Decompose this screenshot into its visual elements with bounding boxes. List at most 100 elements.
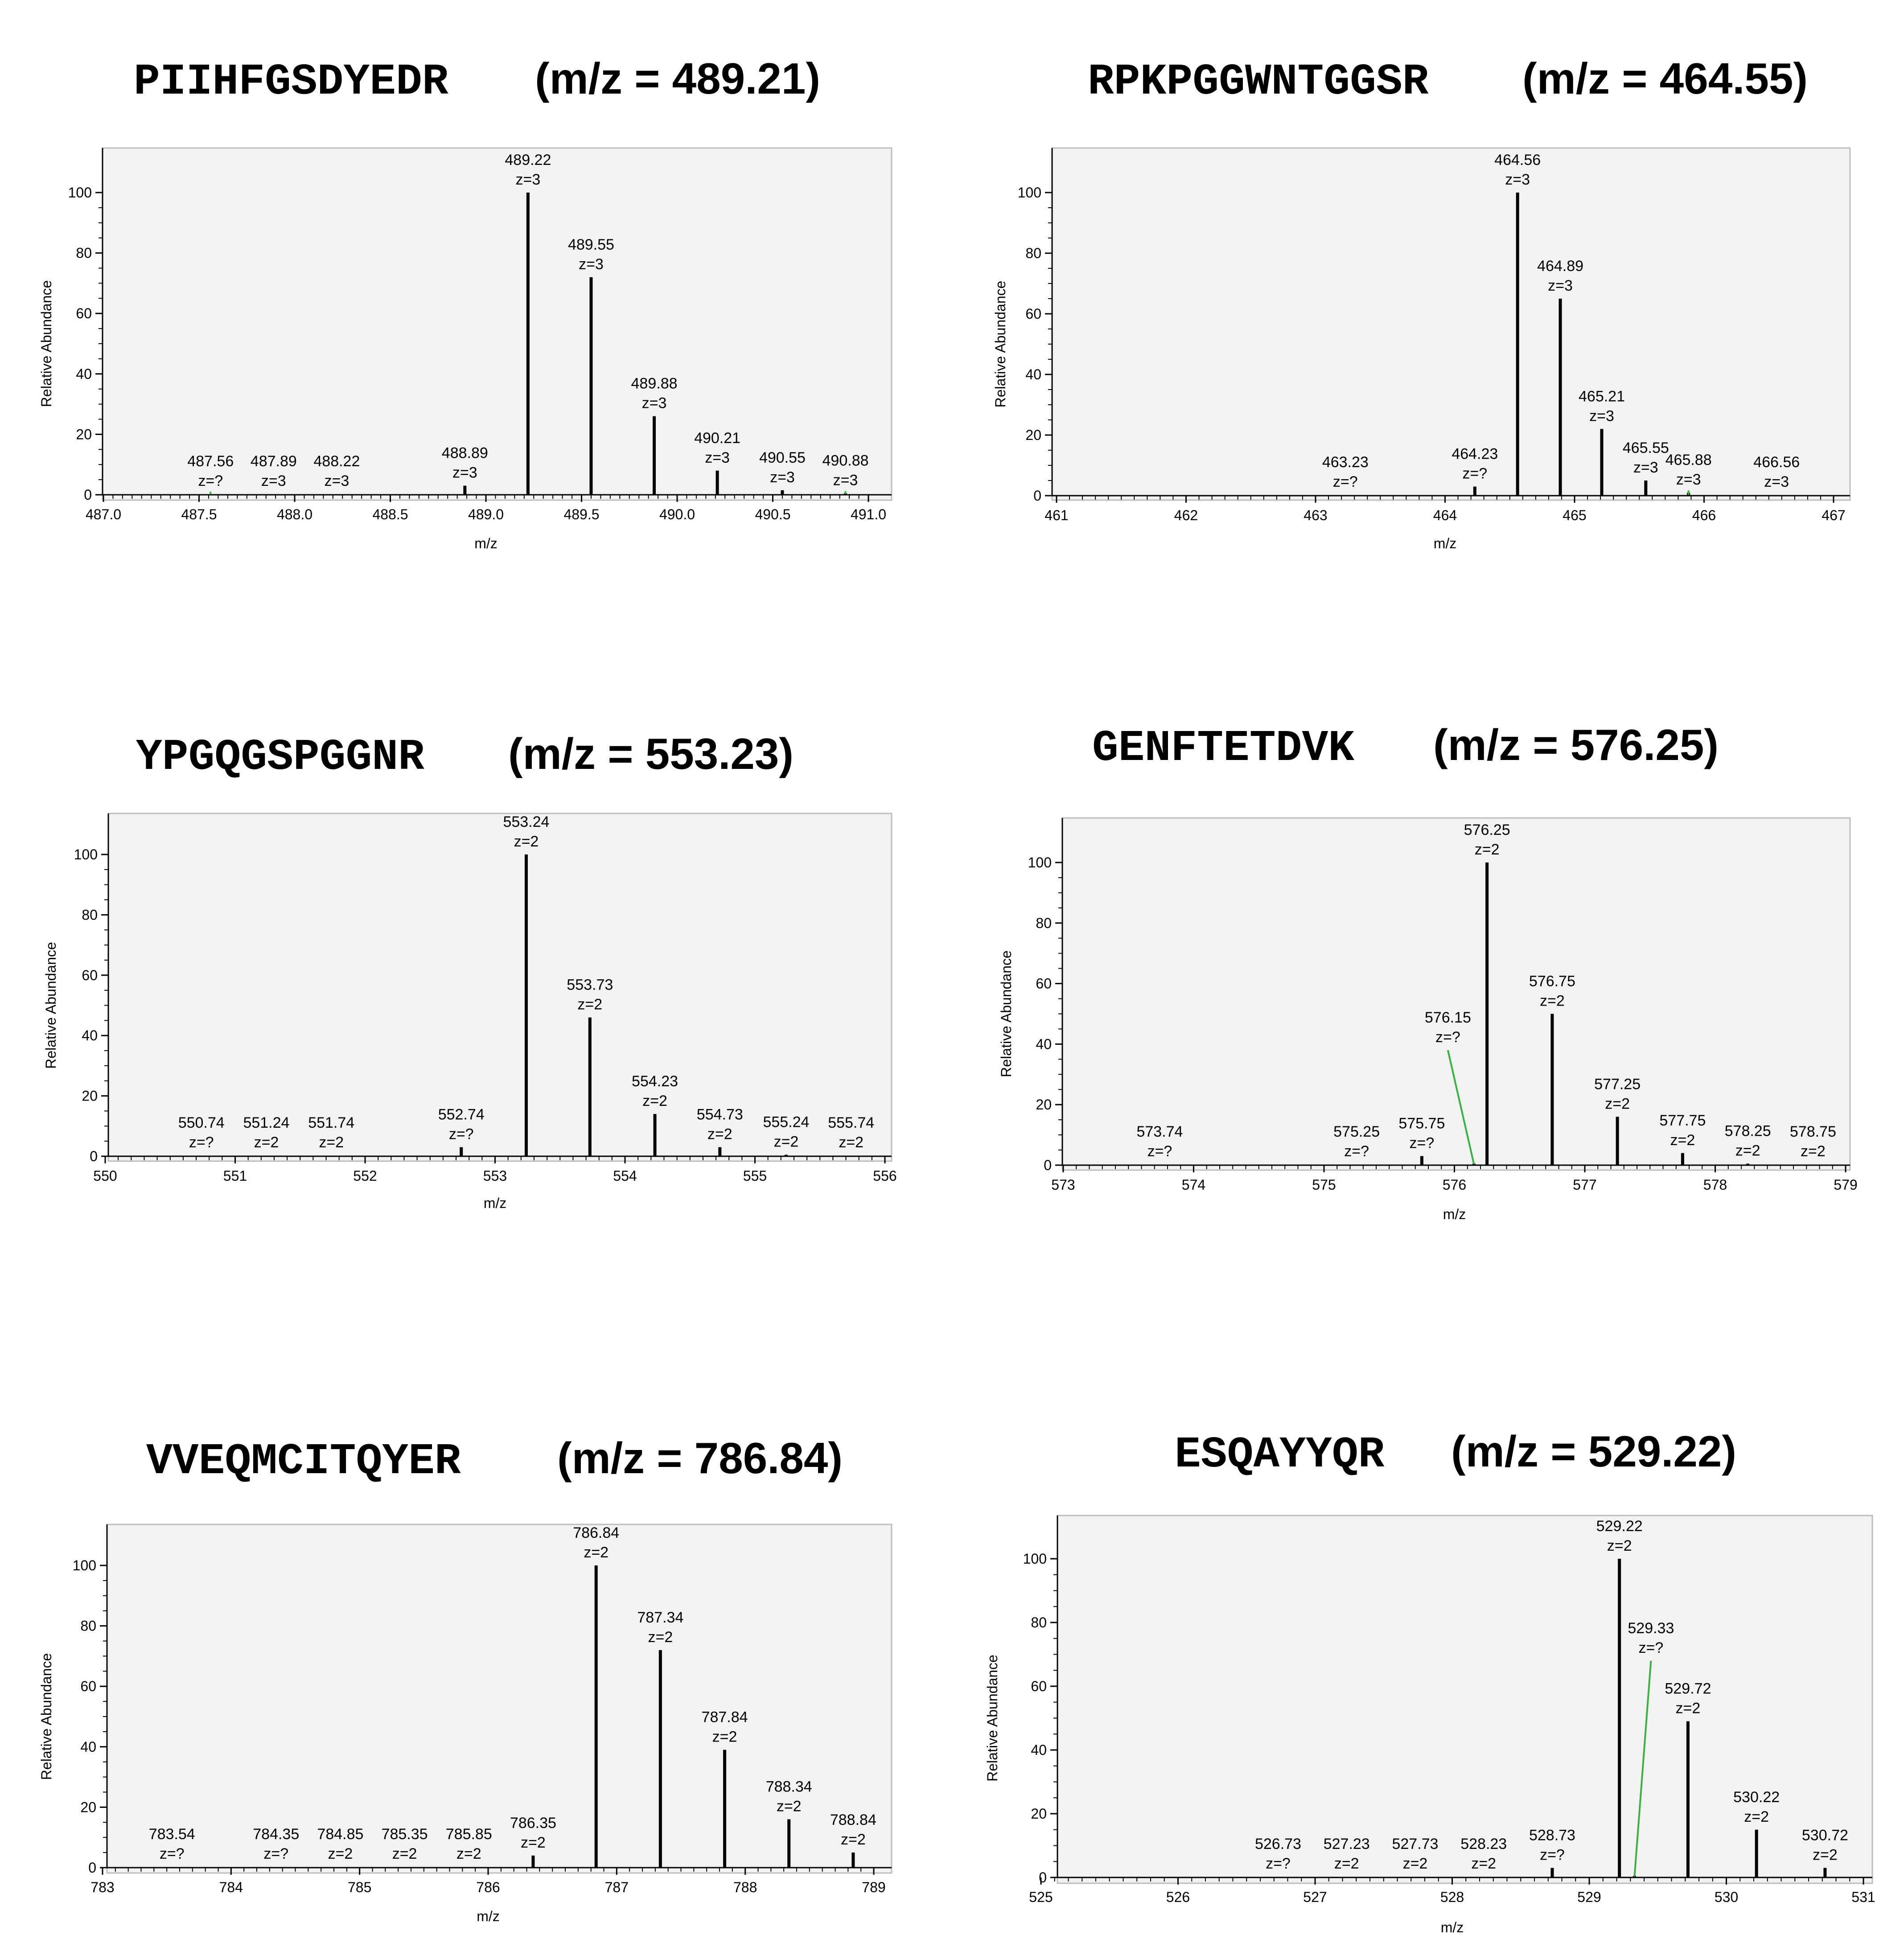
y-tick-label: 80 <box>80 1618 96 1634</box>
peak-charge-label: z=? <box>160 1845 185 1862</box>
peak-mz-label: 529.72 <box>1665 1680 1711 1697</box>
peak-charge-label: z=2 <box>648 1629 673 1646</box>
peak-mz-label: 577.75 <box>1659 1112 1706 1129</box>
peak-mz-label: 528.73 <box>1529 1827 1575 1844</box>
peak-mz-label: 550.74 <box>178 1114 225 1131</box>
peak-mz-label: 465.21 <box>1579 388 1625 405</box>
peak-mz-label: 786.35 <box>510 1815 556 1832</box>
y-axis-label: Relative Abundance <box>43 942 59 1069</box>
plot-area <box>1057 1515 1873 1884</box>
x-tick-label: 467 <box>1822 507 1845 523</box>
peak-charge-label: z=? <box>449 1126 474 1143</box>
plot-area <box>1051 147 1851 501</box>
title-mz: (m/z = 576.25) <box>1433 720 1719 769</box>
y-axis-label: Relative Abundance <box>38 280 54 407</box>
peak-charge-label: z=? <box>198 472 223 489</box>
peak-mz-label: 487.56 <box>187 453 234 470</box>
peak-mz-label: 551.74 <box>308 1114 354 1131</box>
x-tick-label: 555 <box>743 1168 767 1184</box>
y-tick-label: 80 <box>1031 1614 1047 1631</box>
x-tick-label: 462 <box>1174 507 1198 523</box>
y-tick-label: 60 <box>1036 976 1052 992</box>
peak-mz-label: 787.84 <box>702 1709 748 1726</box>
x-tick-label: 576 <box>1443 1177 1466 1193</box>
x-tick-label: 488.0 <box>277 506 313 522</box>
y-tick-label: 40 <box>1031 1742 1047 1758</box>
y-tick-label: 20 <box>1025 427 1041 443</box>
x-tick-label: 463 <box>1304 507 1327 523</box>
peak-charge-label: z=2 <box>1540 993 1565 1010</box>
spectrum-panel-4: GENFTETDVK (m/z = 576.25) 0 20 40 60 80 100 573 5… <box>998 720 1858 1222</box>
y-tick-label: 40 <box>76 366 92 382</box>
peak-mz-label: 788.34 <box>766 1778 812 1795</box>
x-tick-label: 465 <box>1563 507 1586 523</box>
y-tick-label: 40 <box>82 1027 98 1043</box>
y-tick-label: 80 <box>1025 245 1041 261</box>
peak-mz-label: 527.73 <box>1392 1836 1438 1852</box>
x-tick-label: 464 <box>1433 507 1457 523</box>
peak-mz-label: 788.84 <box>830 1811 876 1828</box>
plot-area <box>107 813 892 1162</box>
peak-charge-label: z=3 <box>1505 171 1530 188</box>
peak-charge-label: z=? <box>1435 1029 1460 1046</box>
peak-mz-label: 488.89 <box>442 445 488 462</box>
peak-charge-label: z=2 <box>774 1134 799 1150</box>
x-tick-label: 574 <box>1182 1177 1205 1193</box>
x-tick-label: 579 <box>1834 1177 1857 1193</box>
x-tick-label: 530 <box>1715 1889 1738 1905</box>
peak-charge-label: z=2 <box>1744 1808 1769 1825</box>
peak-mz-label: 577.25 <box>1594 1076 1641 1093</box>
peak-charge-label: z=3 <box>705 449 730 466</box>
spectrum-panel-2: RPKPGGWNTGGSR (m/z = 464.55) 0 20 40 60 80 100 4… <box>992 54 1851 551</box>
y-tick-label: 20 <box>82 1088 98 1104</box>
x-tick-label: 491.0 <box>851 506 886 522</box>
x-tick-label: 489.0 <box>468 506 504 522</box>
x-tick-label: 785 <box>348 1879 371 1895</box>
spectrum-panel-1: PIIHFGSDYEDR (m/z = 489.21) 0 20 40 60 80 100 48… <box>38 54 892 551</box>
peak-mz-label: 786.84 <box>573 1524 619 1541</box>
peak-mz-label: 530.22 <box>1733 1789 1780 1806</box>
y-tick-label: 100 <box>68 185 92 201</box>
peak-charge-label: z=2 <box>392 1845 417 1862</box>
peak-leader-line <box>1633 1660 1652 1877</box>
spectrum-panel-5: VVEQMCITQYER (m/z = 786.84) 0 20 40 60 80 100 78… <box>38 1433 892 1924</box>
y-tick-label: 100 <box>1018 185 1041 201</box>
peak-mz-label: 785.35 <box>382 1826 428 1843</box>
x-tick-label: 556 <box>873 1168 896 1184</box>
x-tick-label: 784 <box>219 1879 243 1895</box>
title-sequence: VVEQMCITQYER <box>146 1437 461 1487</box>
x-tick-label: 553 <box>483 1168 507 1184</box>
peak-charge-label: z=3 <box>324 472 349 489</box>
spectrum-panel-6: ESQAYYQR (m/z = 529.22) 0 20 40 60 80 100 525 526… <box>984 1427 1875 1935</box>
y-tick-label: 0 <box>90 1148 98 1164</box>
y-tick-label: 0 <box>88 1860 96 1876</box>
peak-mz-label: 529.33 <box>1628 1620 1674 1637</box>
peak-mz-label: 465.88 <box>1665 452 1712 468</box>
peak-mz-label: 787.34 <box>637 1609 683 1626</box>
peak-charge-label: z=3 <box>770 469 795 486</box>
peak-charge-label: z=2 <box>777 1798 802 1815</box>
peak-charge-label: z=? <box>1638 1639 1663 1656</box>
y-tick-label: 40 <box>80 1739 96 1755</box>
peak-charge-label: z=3 <box>1633 459 1658 476</box>
peak-mz-label: 490.21 <box>694 430 740 447</box>
peak-mz-label: 487.89 <box>251 453 297 470</box>
x-tick-label: 527 <box>1303 1889 1327 1905</box>
y-tick-label: 60 <box>80 1678 96 1694</box>
y-axis-label: Relative Abundance <box>38 1653 54 1780</box>
y-tick-label: 40 <box>1036 1036 1052 1052</box>
peak-mz-label: 555.24 <box>763 1114 809 1131</box>
x-tick-label: 788 <box>733 1879 757 1895</box>
peak-charge-label: z=2 <box>839 1134 864 1151</box>
plot-area <box>102 147 892 501</box>
peak-charge-label: z=2 <box>841 1831 866 1848</box>
peak-charge-label: z=3 <box>833 472 858 489</box>
title-mz: (m/z = 464.55) <box>1522 54 1808 103</box>
title-sequence: PIIHFGSDYEDR <box>134 58 448 107</box>
peak-charge-label: z=? <box>1333 473 1358 490</box>
peak-charge-label: z=3 <box>1676 471 1701 488</box>
peak-charge-label: z=3 <box>642 395 667 412</box>
x-tick-label: 487.5 <box>181 506 217 522</box>
peak-mz-label: 576.25 <box>1464 821 1510 838</box>
x-tick-label: 528 <box>1440 1889 1464 1905</box>
